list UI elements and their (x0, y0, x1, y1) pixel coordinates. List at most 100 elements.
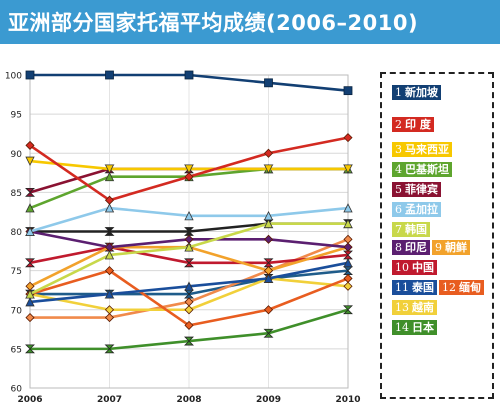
series-point-12-1 (104, 305, 115, 315)
series-point-13-4 (343, 305, 353, 315)
series-point-11-2 (184, 320, 194, 330)
legend-entry-14: 14 日本 (392, 319, 437, 335)
legend-number: 7 (395, 222, 402, 236)
legend-row: 6 孟加拉 (392, 201, 443, 217)
legend-label: 缅甸 (459, 281, 481, 294)
legend-number: 1 (395, 85, 402, 99)
series-point-1-0 (25, 140, 35, 150)
legend-number: 13 (395, 300, 409, 314)
legend-row: 8 印尼 9 朝鲜 (392, 239, 472, 255)
legend-row: 10 中国 (392, 259, 439, 275)
title-bar: 亚洲部分国家托福平均成绩(2006–2010) (0, 0, 500, 44)
legend-number: 8 (395, 240, 402, 254)
series-point-1-2 (184, 172, 194, 182)
legend-entry-4: 4 巴基斯坦 (392, 161, 452, 177)
extra-series-point-2-2 (184, 297, 194, 307)
series-point-2-4 (343, 164, 353, 174)
legend-number: 4 (395, 162, 402, 176)
series-point-2-3 (263, 164, 274, 174)
legend-label: 马来西亚 (405, 143, 449, 156)
extra-series-point-2-0 (25, 313, 35, 323)
x-tick-label: 2010 (335, 395, 360, 405)
series-point-12-2 (184, 305, 194, 315)
legend-entry-13: 13 越南 (392, 299, 437, 315)
legend-number: 11 (395, 280, 409, 294)
extra-series-point-0-1 (104, 227, 115, 236)
series-point-3-0 (25, 203, 35, 213)
legend-label: 菲律宾 (405, 183, 438, 196)
series-point-10-1 (104, 289, 115, 299)
legend-row: 3 马来西亚 (392, 141, 454, 157)
series-point-13-1 (104, 344, 115, 354)
series-point-0-1 (105, 70, 114, 80)
series-point-0-4 (343, 86, 353, 96)
legend-label: 印 度 (405, 118, 431, 131)
series-point-4-0 (25, 187, 35, 197)
series-point-9-2 (184, 258, 194, 268)
series-point-11-4 (343, 273, 353, 284)
series-point-10-3 (263, 273, 274, 283)
series-point-2-0 (25, 156, 35, 166)
series-point-5-4 (343, 203, 353, 213)
y-tick-label: 95 (11, 111, 22, 121)
extra-series-point-2-4 (343, 234, 353, 244)
legend-number: 12 (442, 280, 456, 294)
legend-number: 5 (395, 182, 402, 196)
legend-number: 10 (395, 260, 409, 274)
legend-number: 9 (435, 240, 442, 254)
legend: 1 新加坡 2 印 度 3 马来西亚 4 巴基斯坦 5 菲律宾 6 孟加拉 7 韩国 8 印尼 9 朝鲜 10 中国 1… (380, 72, 494, 399)
series-point-5-3 (263, 210, 274, 221)
legend-entry-9: 9 朝鲜 (432, 239, 470, 255)
legend-label: 越南 (412, 301, 434, 314)
series-point-6-3 (263, 218, 274, 229)
y-tick-label: 85 (11, 189, 22, 199)
legend-row: 14 日本 (392, 319, 439, 335)
series-point-1-1 (104, 195, 115, 205)
series-point-5-1 (104, 203, 115, 213)
series-point-3-1 (104, 171, 115, 182)
y-tick-label: 75 (11, 267, 22, 277)
series-point-6-2 (184, 242, 194, 252)
series-point-9-4 (343, 250, 353, 260)
legend-row: 13 越南 (392, 299, 439, 315)
legend-label: 孟加拉 (405, 203, 438, 216)
series-point-6-4 (343, 218, 353, 229)
series-point-0-0 (25, 70, 35, 80)
legend-label: 日本 (412, 321, 434, 334)
legend-entry-12: 12 缅甸 (439, 279, 484, 295)
legend-label: 朝鲜 (445, 241, 467, 254)
x-tick-label: 2008 (176, 395, 201, 405)
series-point-6-1 (104, 250, 115, 260)
series-point-10-0 (25, 297, 35, 307)
series-point-2-1 (104, 164, 115, 174)
legend-row: 1 新加坡 (392, 84, 443, 100)
legend-row: 7 韩国 (392, 221, 432, 237)
legend-number: 14 (395, 320, 409, 334)
series-point-7-4 (343, 242, 353, 252)
legend-number: 6 (395, 202, 402, 216)
series-point-8-3 (263, 266, 274, 276)
chart-title: 亚洲部分国家托福平均成绩(2006–2010) (8, 11, 419, 35)
x-tick-label: 2007 (97, 395, 122, 405)
legend-row: 11 泰国 12 缅甸 (392, 279, 486, 295)
legend-label: 新加坡 (405, 86, 438, 99)
series-point-0-3 (264, 78, 273, 88)
series-point-5-0 (25, 226, 35, 236)
x-tick-label: 2009 (256, 395, 281, 405)
series-point-13-0 (25, 344, 35, 354)
line-chart: 60 65 70 75 80 85 90 95 100 2006 2007 2008 2009 2010 (5, 70, 361, 405)
series-point-13-3 (263, 328, 274, 338)
y-tick-label: 80 (11, 228, 23, 238)
series-point-13-2 (184, 336, 194, 346)
series-point-7-3 (263, 234, 274, 244)
legend-number: 3 (395, 142, 402, 156)
series-point-1-3 (263, 148, 274, 158)
legend-entry-10: 10 中国 (392, 259, 437, 275)
legend-entry-7: 7 韩国 (392, 221, 430, 237)
legend-row: 4 巴基斯坦 (392, 161, 454, 177)
legend-entry-5: 5 菲律宾 (392, 181, 441, 197)
series-point-1-4 (343, 133, 353, 143)
extra-series-point-2-1 (104, 313, 115, 323)
